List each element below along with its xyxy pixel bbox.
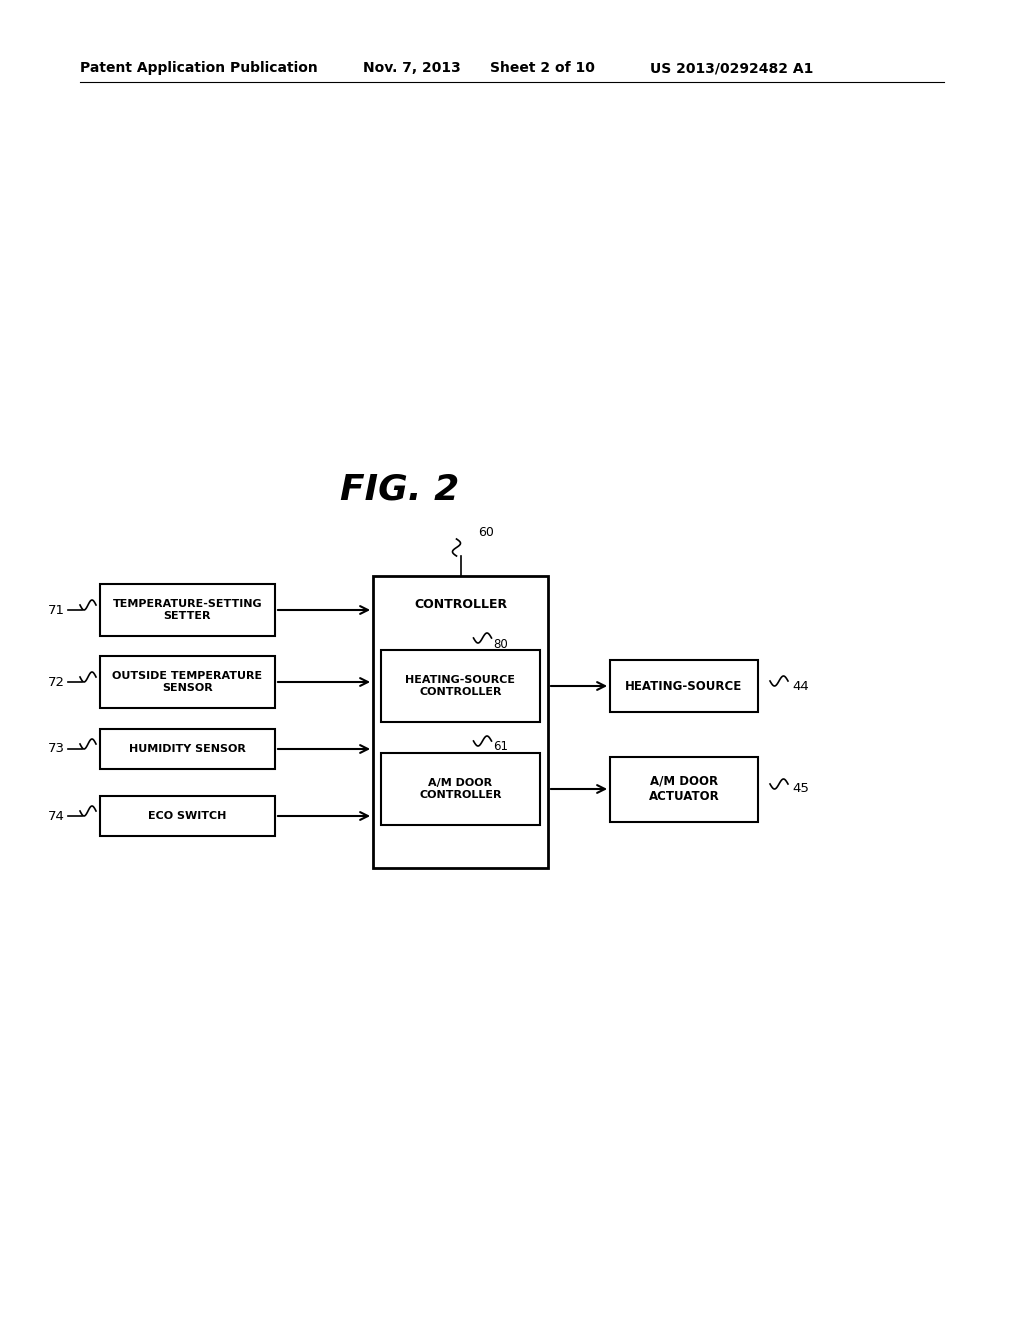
Text: 71: 71 xyxy=(48,603,65,616)
Bar xyxy=(381,752,540,825)
Text: HEATING-SOURCE: HEATING-SOURCE xyxy=(626,680,742,693)
Bar xyxy=(381,649,540,722)
Text: A/M DOOR
ACTUATOR: A/M DOOR ACTUATOR xyxy=(648,775,720,804)
Bar xyxy=(100,656,275,708)
Text: US 2013/0292482 A1: US 2013/0292482 A1 xyxy=(650,61,813,75)
Text: 44: 44 xyxy=(792,680,809,693)
Bar xyxy=(100,583,275,636)
Text: A/M DOOR
CONTROLLER: A/M DOOR CONTROLLER xyxy=(419,777,502,800)
Text: Patent Application Publication: Patent Application Publication xyxy=(80,61,317,75)
Text: CONTROLLER: CONTROLLER xyxy=(414,598,507,610)
Text: HEATING-SOURCE
CONTROLLER: HEATING-SOURCE CONTROLLER xyxy=(406,675,515,697)
Text: 72: 72 xyxy=(48,676,65,689)
Text: FIG. 2: FIG. 2 xyxy=(340,473,460,507)
Text: Nov. 7, 2013: Nov. 7, 2013 xyxy=(362,61,461,75)
Text: TEMPERATURE-SETTING
SETTER: TEMPERATURE-SETTING SETTER xyxy=(113,599,262,622)
Text: Sheet 2 of 10: Sheet 2 of 10 xyxy=(490,61,595,75)
Bar xyxy=(610,756,758,821)
Text: 61: 61 xyxy=(494,741,509,754)
Text: ECO SWITCH: ECO SWITCH xyxy=(148,810,226,821)
Bar xyxy=(100,796,275,836)
Text: 60: 60 xyxy=(478,527,495,540)
Bar xyxy=(100,729,275,770)
Text: 73: 73 xyxy=(48,742,65,755)
Text: 80: 80 xyxy=(494,638,508,651)
Text: 74: 74 xyxy=(48,809,65,822)
Text: OUTSIDE TEMPERATURE
SENSOR: OUTSIDE TEMPERATURE SENSOR xyxy=(113,671,262,693)
Text: HUMIDITY SENSOR: HUMIDITY SENSOR xyxy=(129,744,246,754)
Bar xyxy=(610,660,758,711)
Bar xyxy=(373,576,548,869)
Text: 45: 45 xyxy=(792,783,809,796)
